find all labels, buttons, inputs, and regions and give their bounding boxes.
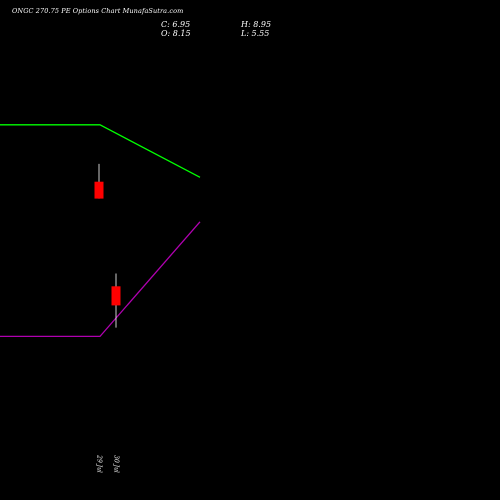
low-readout: L: 5.55 — [241, 29, 270, 38]
candle-body — [94, 181, 104, 199]
date-labels-layer: 29 Jul 30 Jul — [96, 454, 120, 473]
high-readout: H: 8.95 — [241, 20, 272, 29]
purple-series-line — [0, 221, 201, 338]
open-readout: O: 8.15 — [161, 29, 191, 38]
date-label: 29 Jul — [96, 454, 103, 473]
date-label: 30 Jul — [113, 455, 120, 473]
candles-layer — [94, 163, 121, 328]
green-series-line — [0, 124, 201, 178]
candle-body — [111, 286, 121, 306]
chart-title: ONGC 270.75 PE Options Chart MunafaSutra… — [12, 7, 184, 15]
close-readout: C: 6.95 — [161, 20, 191, 29]
